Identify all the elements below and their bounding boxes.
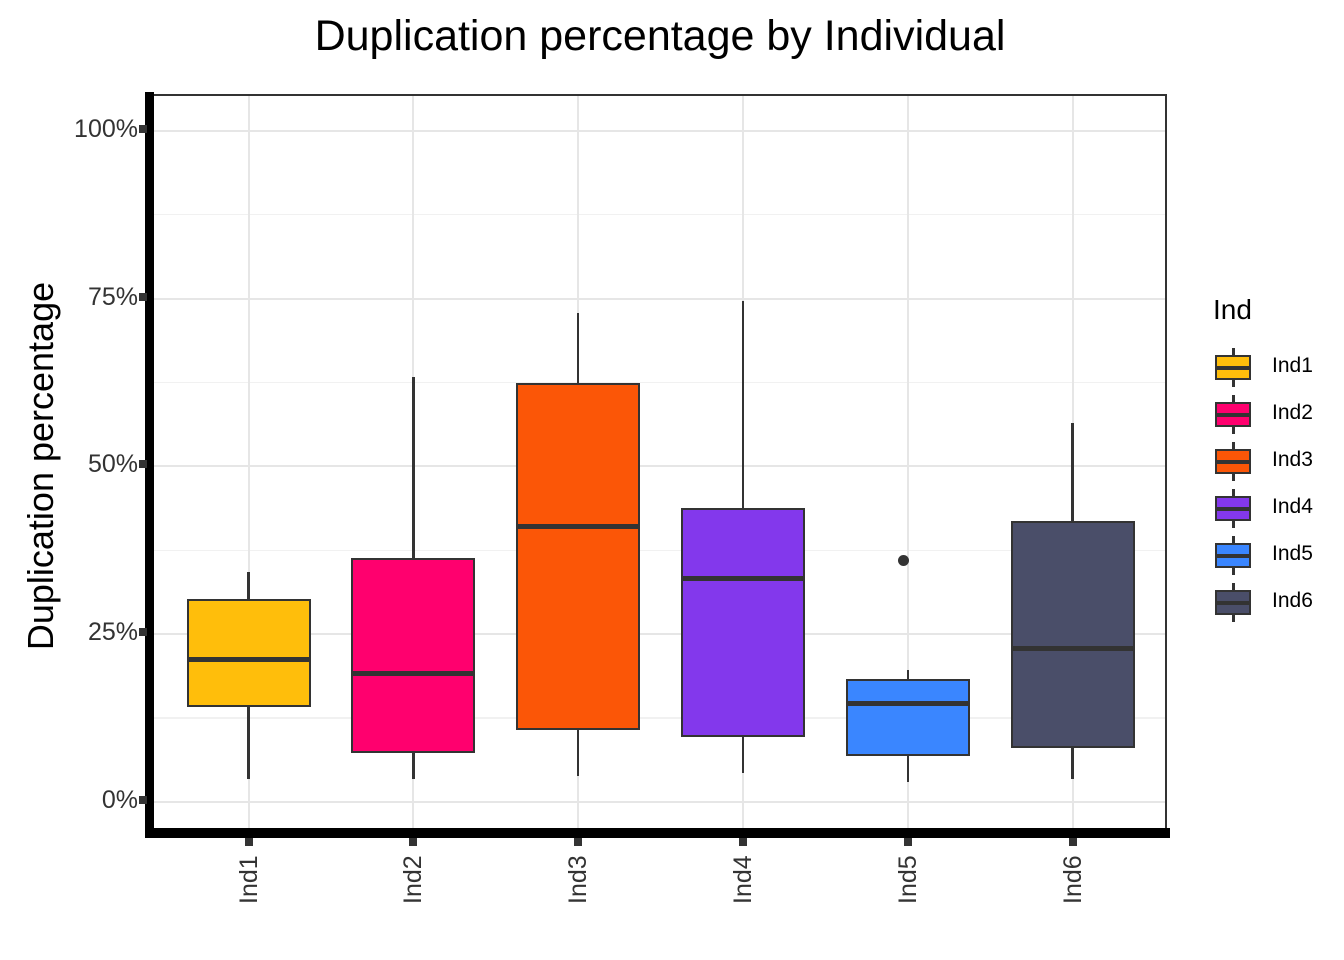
- legend-key-median: [1215, 460, 1251, 464]
- x-tick-mark: [739, 838, 747, 846]
- y-tick-mark: [139, 124, 147, 133]
- legend-key-icon: [1215, 489, 1251, 528]
- y-tick-mark: [139, 460, 147, 469]
- legend-entry-Ind3: Ind3: [1206, 438, 1344, 485]
- box-iqr: [1010, 521, 1135, 749]
- legend-key-icon: [1215, 536, 1251, 575]
- y-tick-label: 25%: [87, 618, 138, 647]
- gridline-minor-87.5: [154, 213, 1165, 216]
- x-tick-label: Ind1: [234, 855, 263, 904]
- legend-label: Ind6: [1272, 589, 1313, 612]
- legend-label: Ind5: [1272, 542, 1313, 565]
- median-line: [1010, 645, 1135, 651]
- legend-entry-Ind1: Ind1: [1206, 344, 1344, 391]
- whisker-lower: [247, 706, 250, 780]
- legend-key-icon: [1215, 395, 1251, 434]
- legend-entry-Ind4: Ind4: [1206, 485, 1344, 532]
- outlier-point: [898, 554, 910, 566]
- gridline-major-50: [154, 465, 1165, 468]
- legend-label: Ind2: [1272, 401, 1313, 424]
- gridline-major-0: [154, 801, 1165, 803]
- box-iqr: [351, 558, 476, 753]
- y-tick-label: 75%: [87, 282, 138, 311]
- median-line: [351, 670, 476, 676]
- x-tick-mark: [903, 838, 912, 846]
- legend-entries: Ind1 Ind2 Ind3 Ind4 Ind5 Ind6: [1206, 344, 1344, 626]
- whisker-lower: [1071, 748, 1074, 779]
- gridline-x-Ind1: [247, 96, 250, 833]
- x-tick-mark: [409, 838, 418, 846]
- box-iqr: [681, 507, 805, 737]
- legend-key-median: [1215, 601, 1251, 605]
- y-tick-mark: [139, 292, 147, 301]
- gridline-minor-12.5: [154, 717, 1165, 719]
- gridline-major-100: [154, 129, 1165, 132]
- box-iqr: [186, 599, 311, 707]
- legend-entry-Ind2: Ind2: [1206, 391, 1344, 438]
- y-tick-mark: [139, 628, 147, 637]
- x-tick-mark: [244, 838, 253, 846]
- legend-key-icon: [1215, 348, 1251, 387]
- whisker-lower: [576, 729, 580, 777]
- legend-key-icon: [1215, 583, 1251, 622]
- gridline-minor-37.5: [154, 549, 1165, 551]
- y-tick-label: 0%: [101, 786, 138, 814]
- y-tick-label: 100%: [74, 114, 138, 143]
- x-tick-mark: [574, 838, 583, 846]
- legend: Ind Ind1 Ind2 Ind3 Ind4 Ind5 Ind6: [1206, 294, 1344, 626]
- x-tick-label: Ind2: [399, 855, 428, 904]
- median-line: [681, 575, 805, 581]
- y-tick-mark: [139, 796, 147, 804]
- whisker-lower: [906, 756, 910, 782]
- y-tick-label: 50%: [87, 450, 138, 479]
- box-iqr: [516, 383, 641, 730]
- whisker-upper: [1071, 423, 1074, 522]
- legend-key-median: [1215, 413, 1251, 417]
- median-line: [845, 700, 970, 706]
- whisker-upper: [906, 670, 910, 680]
- legend-label: Ind4: [1272, 495, 1313, 518]
- median-line: [186, 657, 311, 663]
- whisker-lower: [412, 753, 415, 780]
- legend-entry-Ind6: Ind6: [1206, 579, 1344, 626]
- box-iqr: [845, 679, 970, 757]
- whisker-lower: [741, 736, 745, 774]
- whisker-upper: [741, 301, 745, 508]
- gridline-major-75: [154, 297, 1165, 300]
- x-tick-label: Ind6: [1058, 855, 1087, 904]
- plot-panel: [154, 94, 1167, 833]
- whisker-upper: [412, 377, 415, 559]
- x-tick-label: Ind5: [893, 855, 922, 904]
- gridline-minor-62.5: [154, 381, 1165, 384]
- whisker-upper: [247, 571, 250, 600]
- legend-key-median: [1215, 507, 1251, 511]
- gridline-major-25: [154, 633, 1165, 636]
- x-axis-line: [145, 828, 1170, 838]
- legend-key-median: [1215, 366, 1251, 370]
- legend-label: Ind1: [1272, 354, 1313, 377]
- x-tick-label: Ind4: [729, 855, 757, 904]
- x-tick-label: Ind3: [564, 855, 593, 904]
- y-axis-line: [145, 92, 154, 838]
- legend-key-median: [1215, 554, 1251, 558]
- x-tick-mark: [1068, 838, 1077, 846]
- gridline-x-Ind5: [906, 96, 909, 833]
- legend-key-icon: [1215, 442, 1251, 481]
- legend-entry-Ind5: Ind5: [1206, 532, 1344, 579]
- chart-title: Duplication percentage by Individual: [314, 12, 1006, 60]
- whisker-upper: [576, 313, 580, 384]
- median-line: [516, 524, 641, 530]
- legend-title: Ind: [1213, 294, 1252, 325]
- legend-label: Ind3: [1272, 448, 1313, 471]
